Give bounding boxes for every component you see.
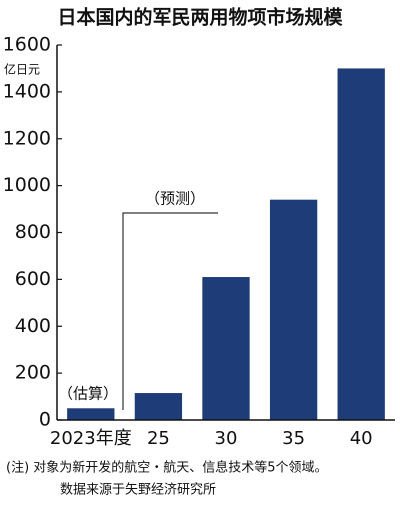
y-tick-label: 600 (15, 268, 51, 290)
y-unit: 亿日元 (4, 62, 40, 77)
bar (337, 68, 385, 420)
bar (134, 393, 183, 420)
y-tick-label: 200 (15, 362, 51, 384)
x-tick-label: 40 (350, 428, 373, 449)
y-tick-label: 1000 (3, 174, 51, 196)
x-tick-label: 30 (215, 428, 238, 449)
forecast-bracket (122, 212, 218, 410)
note: 数据来源于矢野经济研究所 (60, 483, 216, 498)
y-tick-label: 1400 (3, 80, 51, 102)
note: (注) 对象为新开发的航空・航天、信息技术等5个领域。 (6, 460, 328, 476)
chart-title: 日本国内的军民两用物项市场规模 (57, 6, 343, 29)
y-tick-label: 1200 (3, 127, 51, 149)
y-tick-label: 1600 (3, 34, 51, 56)
y-tick-label: 400 (15, 315, 51, 337)
bar (67, 408, 115, 420)
bar (202, 277, 250, 420)
y-tick-label: 0 (39, 409, 51, 431)
x-tick-label: 2023年度 (50, 428, 132, 449)
annotation: （估算） (58, 385, 118, 403)
y-tick-label: 800 (15, 221, 51, 243)
bar (269, 199, 318, 420)
x-tick-label: 35 (282, 428, 305, 449)
x-tick-label: 25 (147, 428, 170, 449)
annotation: （预测） (145, 190, 205, 208)
